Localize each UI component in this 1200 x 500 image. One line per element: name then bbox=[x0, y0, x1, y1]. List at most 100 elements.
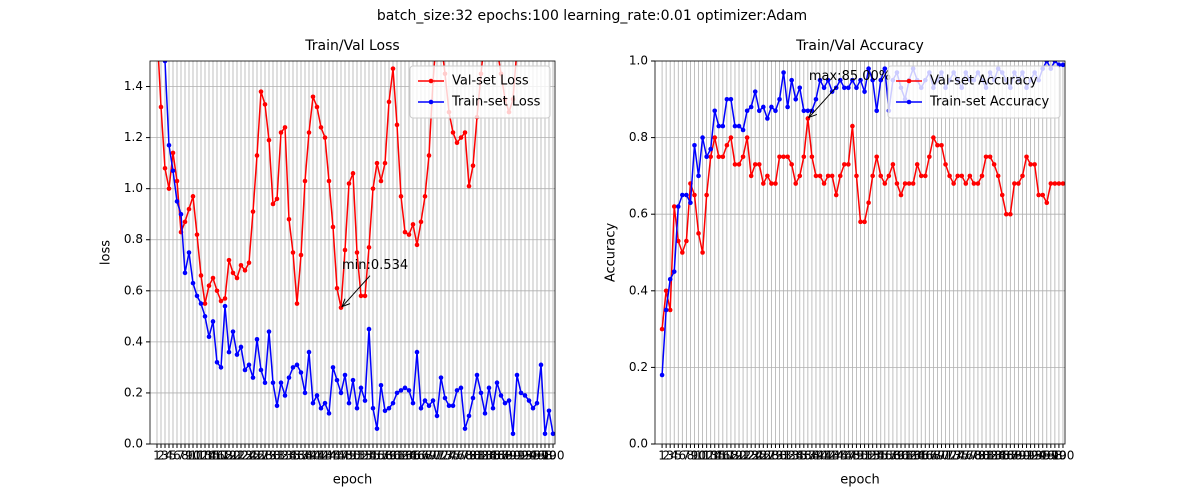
data-point bbox=[761, 181, 766, 186]
data-point bbox=[510, 431, 516, 437]
x-tick-label: 72 bbox=[942, 449, 957, 463]
data-point bbox=[518, 390, 524, 396]
data-point bbox=[170, 150, 176, 156]
data-point bbox=[506, 398, 512, 403]
x-tick-label: 87 bbox=[1003, 449, 1018, 463]
data-point bbox=[882, 181, 888, 186]
x-tick-label: 47 bbox=[333, 449, 348, 463]
data-point bbox=[538, 362, 544, 368]
data-point bbox=[793, 181, 799, 186]
data-point bbox=[274, 196, 280, 202]
data-point bbox=[270, 380, 276, 386]
x-tick-label: 23 bbox=[237, 449, 252, 463]
data-point bbox=[402, 385, 408, 391]
data-point bbox=[700, 250, 705, 255]
x-tick-label: 86 bbox=[999, 449, 1014, 463]
data-point bbox=[182, 270, 188, 276]
x-tick-label: 31 bbox=[269, 449, 284, 463]
data-point bbox=[326, 178, 332, 184]
data-point bbox=[866, 66, 871, 71]
data-point bbox=[434, 413, 440, 419]
x-tick-label: 39 bbox=[301, 449, 316, 463]
x-tick-label: 56 bbox=[369, 449, 384, 463]
data-point bbox=[298, 370, 304, 375]
x-tick-label: 27 bbox=[253, 449, 268, 463]
x-tick-label: 30 bbox=[772, 449, 787, 463]
x-tick-label: 1 bbox=[153, 449, 161, 463]
data-point bbox=[728, 135, 734, 140]
data-point bbox=[724, 142, 730, 148]
data-point bbox=[692, 142, 697, 148]
data-point bbox=[226, 349, 232, 355]
x-tick-label: 78 bbox=[966, 449, 981, 463]
data-point bbox=[842, 85, 847, 91]
x-tick-label: 79 bbox=[970, 449, 985, 463]
data-point bbox=[902, 181, 908, 186]
x-tick-label: 19 bbox=[221, 449, 236, 463]
data-point bbox=[414, 349, 420, 355]
data-point bbox=[752, 162, 758, 167]
data-point bbox=[186, 206, 192, 212]
x-tick-label: 8 bbox=[181, 449, 189, 463]
x-tick-label: 82 bbox=[473, 449, 488, 463]
data-point bbox=[708, 154, 713, 160]
data-point bbox=[817, 77, 823, 83]
x-tick-label: 53 bbox=[357, 449, 372, 463]
x-tick-label: 97 bbox=[533, 449, 548, 463]
x-tick-label: 54 bbox=[869, 449, 884, 463]
data-point bbox=[334, 377, 340, 383]
data-point bbox=[306, 130, 312, 135]
data-point bbox=[680, 250, 685, 255]
data-point bbox=[1003, 211, 1009, 217]
x-tick-label: 88 bbox=[497, 449, 512, 463]
data-point bbox=[254, 153, 260, 158]
data-point bbox=[338, 390, 344, 396]
x-tick-label: 79 bbox=[461, 449, 476, 463]
data-point bbox=[837, 77, 843, 83]
data-point bbox=[756, 108, 762, 114]
data-point bbox=[466, 183, 472, 189]
x-tick-label: 20 bbox=[731, 449, 746, 463]
data-point bbox=[1044, 200, 1050, 206]
legend: Val-set Loss Train-set Loss bbox=[409, 65, 551, 119]
data-point bbox=[410, 400, 416, 406]
x-tick-label: 90 bbox=[1015, 449, 1030, 463]
data-point bbox=[358, 293, 364, 299]
x-tick-label: 5 bbox=[674, 449, 682, 463]
x-tick-label: 16 bbox=[209, 449, 224, 463]
x-tick-label: 24 bbox=[748, 449, 763, 463]
data-point bbox=[302, 390, 308, 396]
x-tick-label: 39 bbox=[808, 449, 823, 463]
x-tick-label: 51 bbox=[857, 449, 872, 463]
x-tick-label: 18 bbox=[723, 449, 738, 463]
data-point bbox=[350, 377, 356, 383]
x-tick-label: 66 bbox=[409, 449, 424, 463]
data-point bbox=[174, 178, 180, 184]
data-point bbox=[1024, 154, 1029, 160]
y-tick-label: 0.6 bbox=[124, 283, 143, 297]
x-tick-label: 44 bbox=[829, 449, 844, 463]
x-tick-label: 61 bbox=[389, 449, 404, 463]
data-point bbox=[1044, 61, 1050, 64]
x-tick-label: 57 bbox=[373, 449, 388, 463]
data-point bbox=[922, 173, 928, 179]
data-point bbox=[943, 162, 948, 167]
x-tick-label: 70 bbox=[934, 449, 949, 463]
x-tick-label: 25 bbox=[752, 449, 767, 463]
y-axis-label: loss bbox=[99, 240, 114, 265]
data-point bbox=[854, 85, 859, 91]
data-point bbox=[696, 173, 701, 179]
data-point bbox=[684, 192, 689, 198]
data-point bbox=[927, 154, 932, 160]
data-point bbox=[342, 372, 348, 378]
x-tick-label: 10 bbox=[691, 449, 706, 463]
data-point bbox=[712, 108, 718, 114]
x-tick-label: 94 bbox=[1031, 449, 1046, 463]
legend-box bbox=[887, 65, 1061, 119]
data-point bbox=[470, 395, 476, 401]
x-tick-label: 74 bbox=[441, 449, 456, 463]
data-point bbox=[454, 140, 460, 146]
x-tick-label: 84 bbox=[481, 449, 496, 463]
data-point bbox=[870, 173, 875, 179]
data-point bbox=[454, 388, 460, 393]
